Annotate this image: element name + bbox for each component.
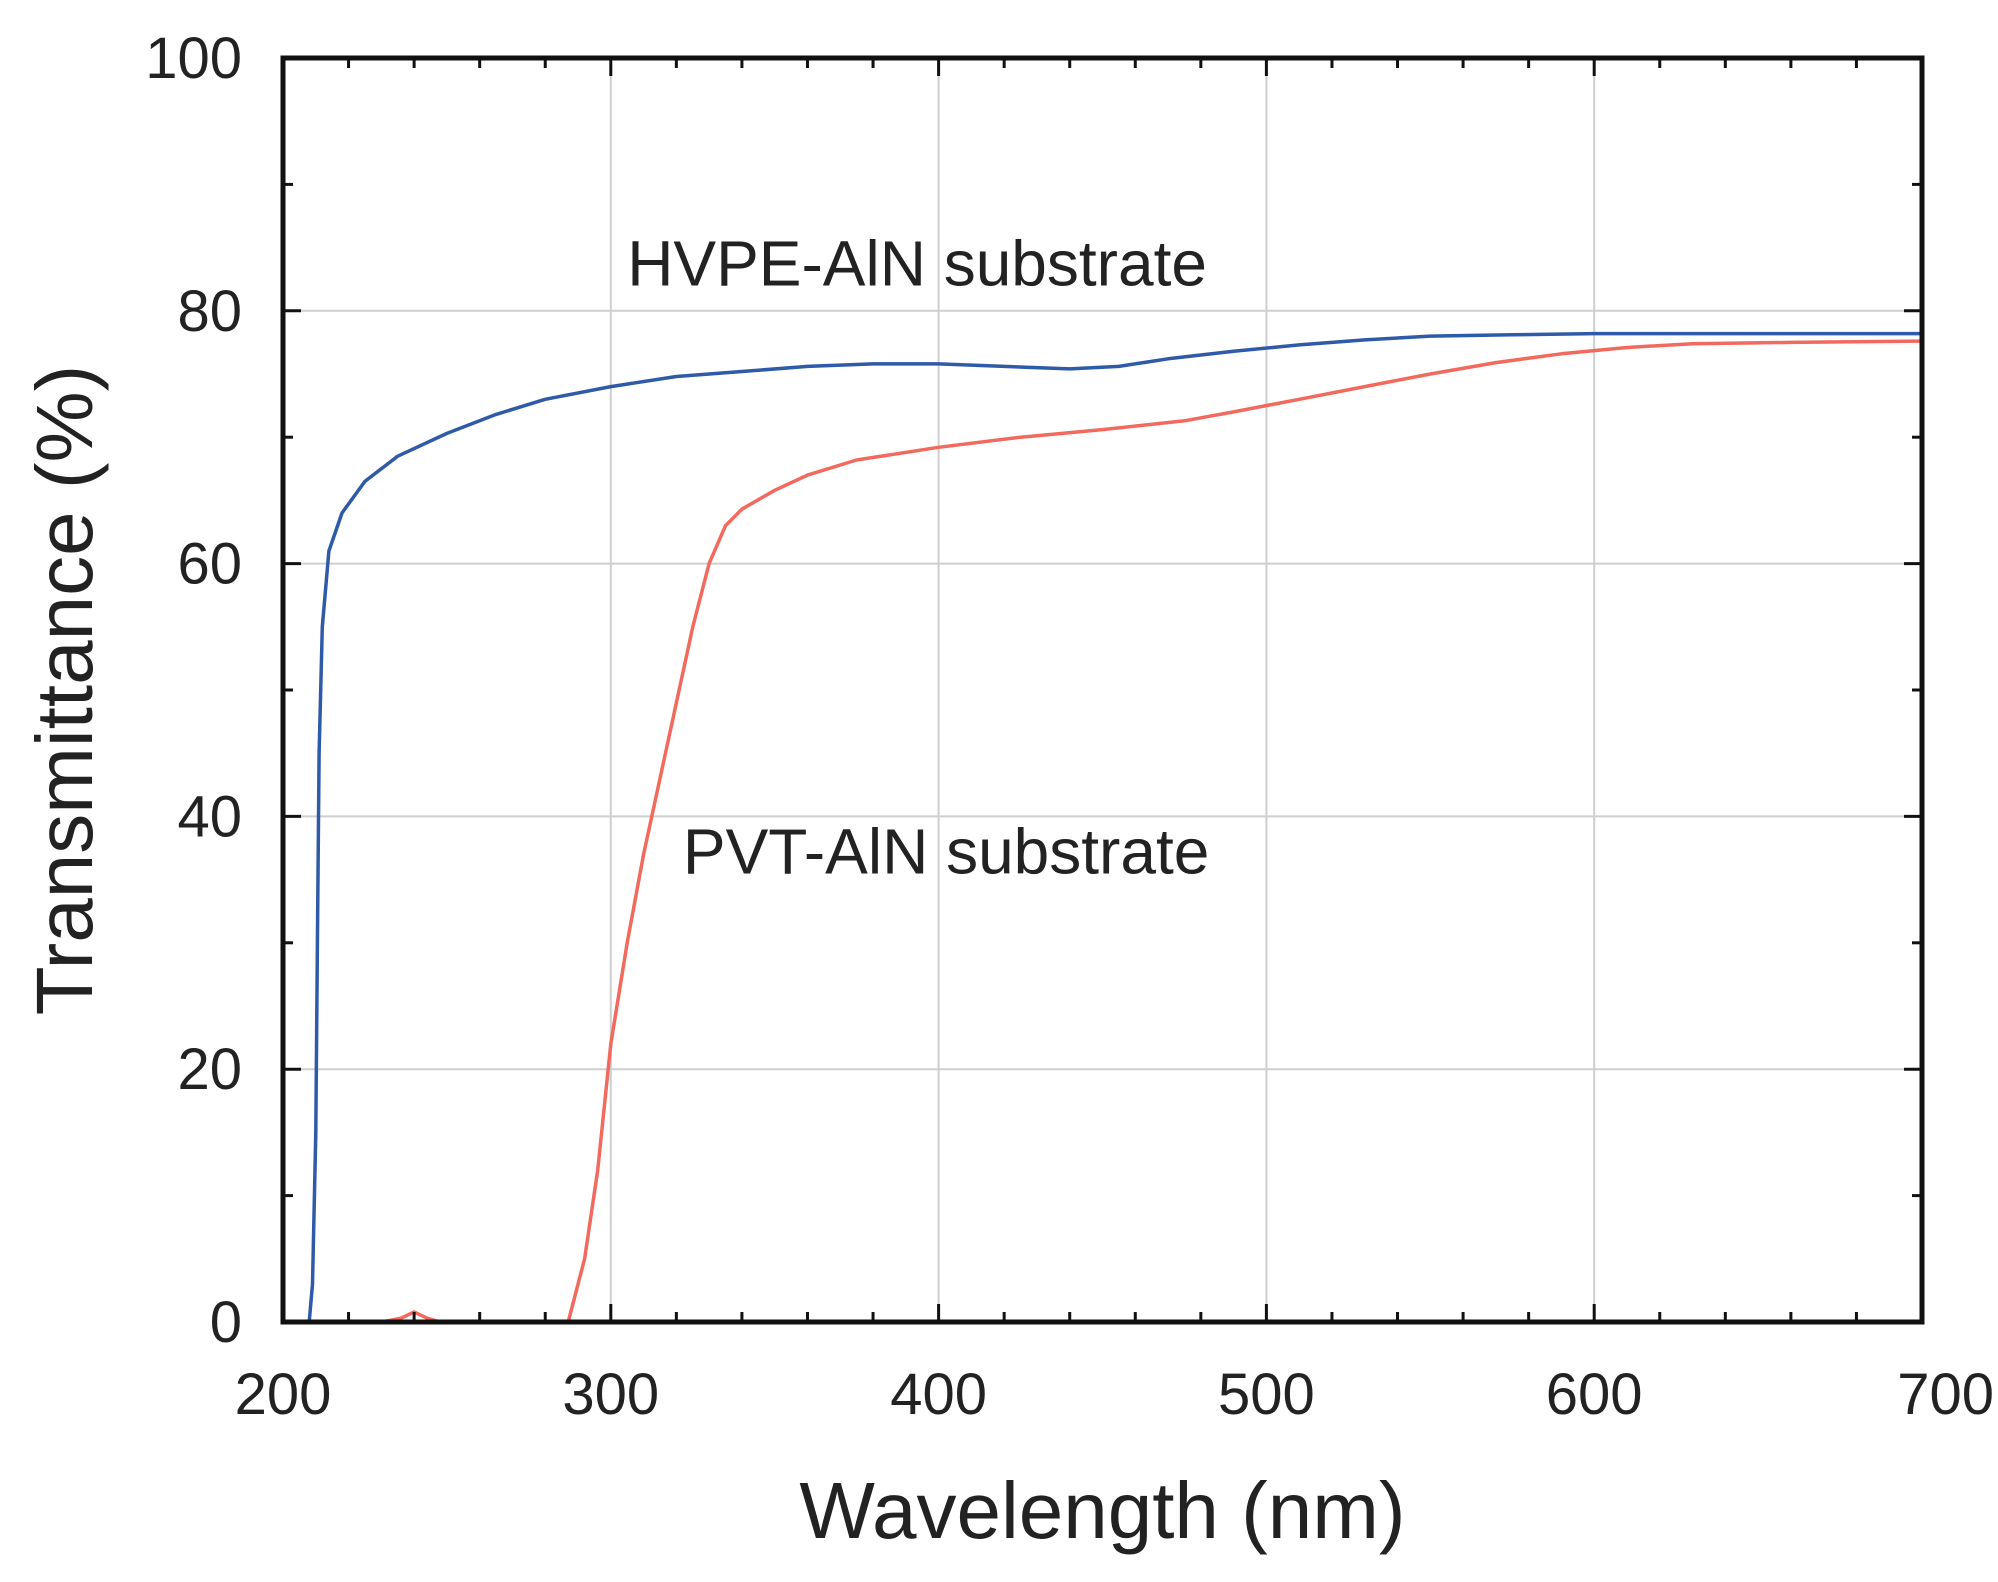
- x-tick-label: 600: [1546, 1362, 1643, 1427]
- x-tick-label: 700: [1897, 1362, 1994, 1427]
- series-line-hvpe-aln: [281, 331, 1924, 1324]
- y-axis-tick-labels: 0 20 40 60 80 100: [145, 26, 242, 1355]
- x-axis-tick-labels: 200 300 400 500 600 700: [235, 1362, 1994, 1427]
- y-tick-label: 40: [177, 784, 242, 849]
- annotations: HVPE-AlN substrate PVT-AlN substrate: [627, 228, 1209, 888]
- y-tick-label: 80: [177, 279, 242, 344]
- x-tick-label: 500: [1218, 1362, 1315, 1427]
- y-tick-label: 0: [210, 1290, 242, 1355]
- annotation-hvpe-aln: HVPE-AlN substrate: [627, 228, 1207, 300]
- y-tick-label: 20: [177, 1037, 242, 1102]
- y-axis-label: Transmittance (%): [20, 365, 109, 1016]
- x-tick-label: 200: [235, 1362, 332, 1427]
- x-tick-label: 400: [890, 1362, 987, 1427]
- plot-frame: [280, 55, 1925, 1325]
- x-tick-label: 300: [562, 1362, 659, 1427]
- grid: [283, 58, 1922, 1322]
- y-tick-label: 60: [177, 532, 242, 597]
- y-tick-label: 100: [145, 26, 242, 91]
- annotation-pvt-aln: PVT-AlN substrate: [683, 815, 1209, 887]
- x-axis-label: Wavelength (nm): [799, 1466, 1405, 1555]
